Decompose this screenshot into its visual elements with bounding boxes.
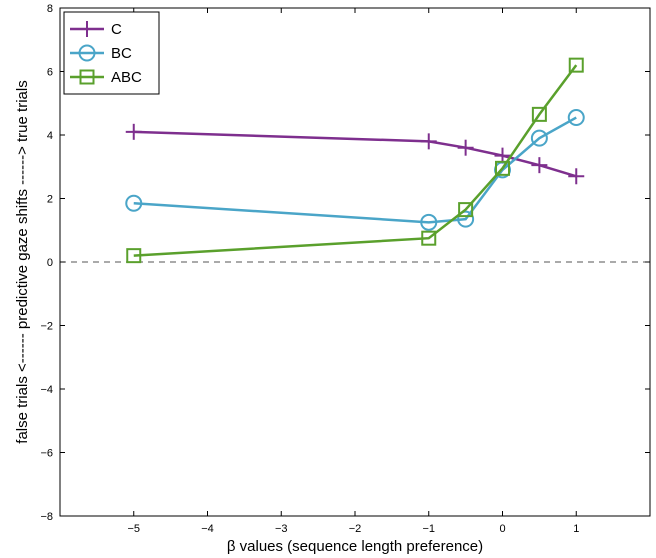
data-point-bc	[530, 129, 548, 147]
data-point-abc	[531, 106, 547, 122]
data-point-abc	[126, 248, 142, 264]
x-tick-labels: −5 −4 −3 −2 −1 0 1	[127, 523, 579, 535]
legend-label-abc: ABC	[111, 69, 142, 86]
y-tick-label: 8	[47, 3, 53, 15]
data-point-abc	[568, 57, 584, 73]
legend-entry-c: C	[70, 21, 122, 38]
data-point-abc	[421, 230, 437, 246]
y-tick-label: 6	[47, 67, 53, 79]
series-abc	[126, 57, 584, 264]
data-point-c	[531, 157, 548, 174]
x-tick-label: −2	[349, 523, 362, 535]
legend-entry-abc: ABC	[70, 69, 142, 86]
y-tick-label: −6	[40, 448, 53, 460]
legend-marker-c	[79, 21, 95, 37]
series-layer	[125, 57, 585, 264]
y-tick-label: −4	[40, 384, 53, 396]
y-tick-label: 2	[47, 194, 53, 206]
x-tick-label: 1	[573, 523, 579, 535]
data-point-bc	[457, 210, 475, 228]
x-tick-label: −4	[201, 523, 214, 535]
x-tick-label: 0	[499, 523, 505, 535]
legend-label-c: C	[111, 21, 122, 38]
y-tick-label: 0	[47, 257, 53, 269]
y-axis-label: false trials <------ predictive gaze shi…	[14, 80, 31, 443]
y-tick-label: −8	[40, 511, 53, 523]
data-point-abc	[495, 160, 510, 176]
data-point-c	[457, 139, 474, 156]
x-tick-label: −3	[275, 523, 288, 535]
y-tick-label: 4	[47, 130, 53, 142]
data-point-abc	[458, 202, 474, 218]
legend-marker-bc	[78, 44, 96, 62]
x-axis-label: β values (sequence length preference)	[227, 538, 483, 555]
series-c	[125, 123, 585, 185]
plot-frame	[59, 7, 651, 517]
y-tick-label: −2	[40, 321, 53, 333]
legend-marker-abc	[79, 69, 95, 85]
data-point-bc	[567, 109, 585, 127]
legend: C BC ABC	[63, 11, 160, 95]
x-tick-label: −5	[127, 523, 140, 535]
data-point-bc	[420, 213, 438, 231]
data-point-c	[125, 123, 142, 140]
y-tick-labels: −8 −6 −4 −2 0 2 4 6 8	[40, 3, 53, 523]
legend-label-bc: BC	[111, 45, 132, 62]
data-point-c	[420, 133, 437, 150]
data-point-bc	[125, 194, 143, 212]
series-line-c	[133, 130, 577, 178]
legend-entry-bc: BC	[70, 44, 132, 62]
series-line-abc	[133, 64, 578, 257]
x-tick-label: −1	[422, 523, 435, 535]
data-point-c	[568, 168, 585, 185]
